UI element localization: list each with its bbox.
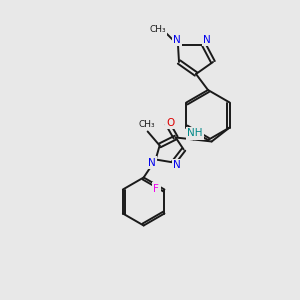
Text: N: N [173,160,181,170]
Text: N: N [203,35,211,45]
Text: CH₃: CH₃ [150,26,166,34]
Text: N: N [148,158,155,167]
Text: O: O [167,118,175,128]
Text: CH₃: CH₃ [138,120,155,129]
Text: NH: NH [187,128,203,139]
Text: N: N [173,35,181,45]
Text: F: F [154,184,159,194]
